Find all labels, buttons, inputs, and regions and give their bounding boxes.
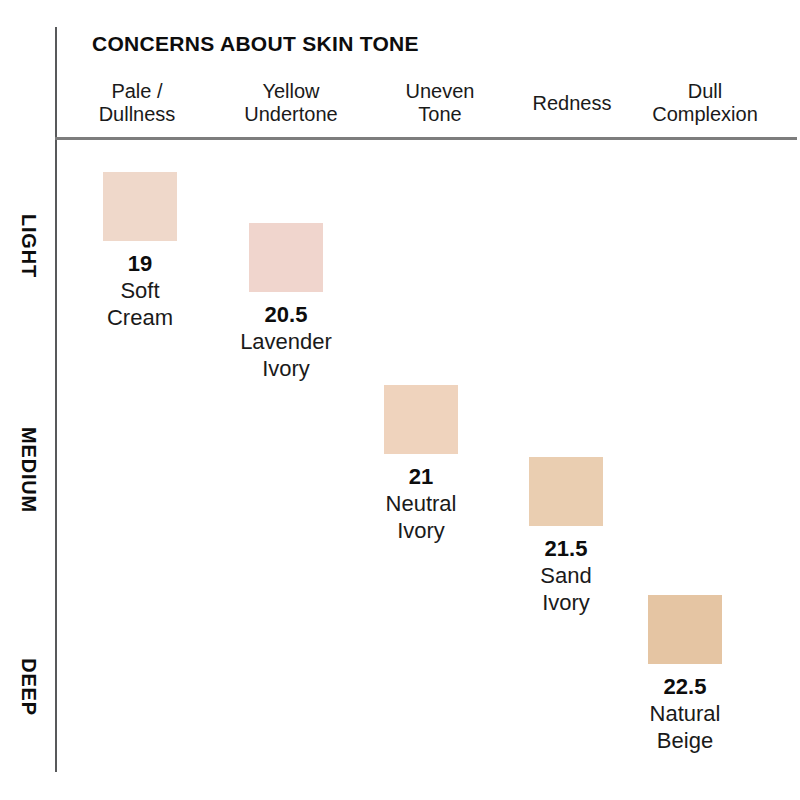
shade-swatch (529, 457, 603, 526)
shade-number: 19 (107, 250, 173, 277)
column-header-dull-complexion: Dull Complexion (635, 78, 775, 128)
shade-item: 21.5 Sand Ivory (486, 457, 646, 616)
shade-label: 21.5 Sand Ivory (540, 535, 591, 616)
chart-title: CONCERNS ABOUT SKIN TONE (92, 32, 419, 56)
column-header-redness: Redness (517, 78, 627, 128)
shade-name: Lavender Ivory (240, 328, 332, 382)
shade-swatch (249, 223, 323, 292)
shade-name: Sand Ivory (540, 562, 591, 616)
column-header-pale-dullness: Pale / Dullness (82, 78, 192, 128)
shade-item: 21 Neutral Ivory (341, 385, 501, 544)
shade-name: Natural Beige (650, 700, 721, 754)
shade-swatch (648, 595, 722, 664)
shade-number: 21.5 (540, 535, 591, 562)
column-header-uneven-tone: Uneven Tone (385, 78, 495, 128)
shade-number: 20.5 (240, 301, 332, 328)
shade-swatch (384, 385, 458, 454)
shade-item: 19 Soft Cream (60, 172, 220, 331)
shade-concern-chart: CONCERNS ABOUT SKIN TONE Pale / Dullness… (0, 0, 800, 800)
shade-number: 21 (386, 463, 457, 490)
row-label-medium: MEDIUM (17, 427, 40, 513)
row-label-light: LIGHT (17, 214, 40, 278)
column-header-yellow-undertone: Yellow Undertone (226, 78, 356, 128)
shade-number: 22.5 (650, 673, 721, 700)
shade-label: 21 Neutral Ivory (386, 463, 457, 544)
x-axis-line (55, 137, 797, 140)
row-label-deep: DEEP (17, 658, 40, 716)
shade-label: 20.5 Lavender Ivory (240, 301, 332, 382)
shade-swatch (103, 172, 177, 241)
shade-item: 20.5 Lavender Ivory (206, 223, 366, 382)
shade-label: 19 Soft Cream (107, 250, 173, 331)
shade-name: Soft Cream (107, 277, 173, 331)
shade-item: 22.5 Natural Beige (605, 595, 765, 754)
shade-name: Neutral Ivory (386, 490, 457, 544)
shade-label: 22.5 Natural Beige (650, 673, 721, 754)
